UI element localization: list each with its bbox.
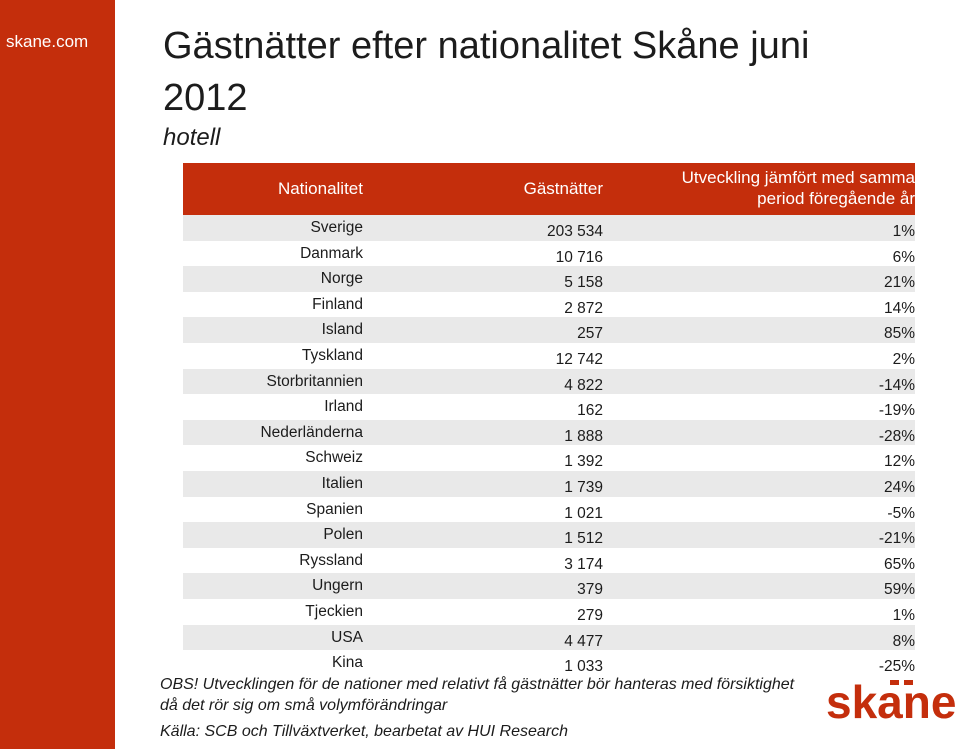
cell-nights: 1 512 — [564, 530, 603, 548]
source-note: Källa: SCB och Tillväxtverket, bearbetat… — [160, 723, 569, 740]
cell-nationality: Island — [321, 321, 363, 339]
cell-nationality: USA — [331, 628, 363, 646]
cell-nationality: Spanien — [306, 500, 363, 518]
page-subtitle: hotell — [163, 124, 221, 151]
caution-note-line2: då det rör sig om små volymförändringar — [160, 697, 448, 714]
cell-nights: 257 — [577, 325, 603, 343]
cell-nationality: Ryssland — [299, 551, 363, 569]
cell-nights: 1 021 — [564, 504, 603, 522]
cell-nights: 2 872 — [564, 299, 603, 317]
header-change: Utveckling jämfört med samma period före… — [682, 167, 915, 209]
table-row: Norge 5 158 21% — [183, 266, 915, 292]
cell-change: -25% — [878, 658, 915, 676]
skane-logo-text: skane — [826, 680, 956, 722]
header-change-line1: Utveckling jämfört med samma — [681, 168, 915, 187]
cell-nights: 203 534 — [546, 223, 603, 240]
cell-change: 59% — [883, 581, 915, 599]
table-row: Nederländerna 1 888 -28% — [183, 419, 915, 446]
cell-change: 2% — [892, 350, 915, 368]
cell-change: -21% — [878, 530, 915, 548]
cell-change: 24% — [883, 478, 915, 496]
cell-nationality: Norge — [320, 270, 363, 288]
cell-nationality: Irland — [324, 398, 363, 416]
table-row: Ryssland 3 174 65% — [183, 548, 915, 574]
table-row: Tyskland 12 742 2% — [183, 343, 915, 369]
table-row: Schweiz 1 392 12% — [183, 445, 915, 471]
table-row: Kina 1 033 -25% — [183, 650, 915, 676]
cell-nights: 1 392 — [564, 453, 603, 471]
cell-nights: 379 — [577, 581, 603, 599]
table-row: Danmark 10 716 6% — [183, 241, 915, 267]
cell-nights: 5 158 — [564, 274, 603, 292]
cell-change: -28% — [878, 427, 915, 445]
table-header: Nationalitet Gästnätter Utveckling jämfö… — [183, 163, 915, 215]
cell-change: 6% — [892, 248, 915, 266]
skane-logo: skane — [826, 680, 956, 722]
cell-change: 14% — [883, 299, 915, 317]
table-row: Spanien 1 021 -5% — [183, 497, 915, 523]
cell-change: 1% — [892, 223, 915, 240]
cell-change: 85% — [883, 325, 915, 343]
cell-nights: 4 477 — [564, 632, 603, 650]
cell-nationality: Finland — [312, 295, 363, 313]
table-row: Island 257 85% — [183, 317, 915, 343]
table-row: Finland 2 872 14% — [183, 292, 915, 318]
cell-change: -5% — [887, 504, 915, 522]
table-row: Storbritannien 4 822 -14% — [183, 368, 915, 395]
table-row: Ungern 379 59% — [183, 573, 915, 599]
brand-link[interactable]: skane.com — [6, 32, 89, 51]
table-row: Irland 162 -19% — [183, 394, 915, 420]
cell-nationality: Storbritannien — [266, 372, 363, 390]
cell-nights: 279 — [577, 606, 603, 624]
brand-sidebar: skane.com — [0, 0, 115, 749]
cell-change: 65% — [883, 555, 915, 573]
cell-nights: 162 — [577, 402, 603, 420]
cell-nights: 1 033 — [564, 658, 603, 676]
cell-nationality: Danmark — [300, 244, 363, 262]
table-row: Italien 1 739 24% — [183, 470, 915, 497]
cell-nationality: Italien — [321, 474, 363, 492]
cell-nights: 10 716 — [555, 248, 603, 266]
cell-change: -19% — [878, 402, 915, 420]
table-row: Polen 1 512 -21% — [183, 522, 915, 548]
logo-mark-right — [904, 680, 913, 685]
cell-change: 1% — [892, 606, 915, 624]
cell-nationality: Sverige — [310, 219, 363, 236]
cell-nationality: Tjeckien — [305, 602, 363, 620]
header-nights: Gästnätter — [523, 179, 603, 198]
caution-note-line1: OBS! Utvecklingen för de nationer med re… — [160, 676, 795, 693]
cell-change: -14% — [878, 376, 915, 394]
cell-change: 12% — [883, 453, 915, 471]
guest-nights-table: Nationalitet Gästnätter Utveckling jämfö… — [183, 163, 915, 676]
table-row: Sverige 203 534 1% — [183, 215, 915, 241]
cell-nights: 4 822 — [564, 376, 603, 394]
header-change-line2: period föregående år — [757, 189, 915, 208]
cell-nights: 12 742 — [555, 350, 603, 368]
cell-nights: 1 739 — [564, 478, 603, 496]
cell-nationality: Polen — [323, 526, 363, 544]
table-row: Tjeckien 279 1% — [183, 599, 915, 625]
cell-change: 21% — [883, 274, 915, 292]
table-row: USA 4 477 8% — [183, 624, 915, 651]
cell-nationality: Ungern — [312, 577, 363, 595]
table-body: Sverige 203 534 1% Danmark 10 716 6% Norge 5 15… — [183, 215, 915, 676]
cell-nationality: Tyskland — [301, 346, 363, 364]
cell-nationality: Nederländerna — [260, 423, 363, 441]
caution-note: OBS! Utvecklingen för de nationer med re… — [160, 674, 840, 716]
cell-nights: 1 888 — [564, 427, 603, 445]
header-nationality: Nationalitet — [277, 179, 363, 198]
logo-mark-left — [890, 680, 899, 685]
cell-nights: 3 174 — [564, 555, 603, 573]
cell-nationality: Schweiz — [305, 449, 363, 467]
cell-change: 8% — [892, 632, 915, 650]
page-title: Gästnätter efter nationalitet Skåne juni… — [163, 25, 810, 119]
cell-nationality: Kina — [331, 654, 363, 672]
